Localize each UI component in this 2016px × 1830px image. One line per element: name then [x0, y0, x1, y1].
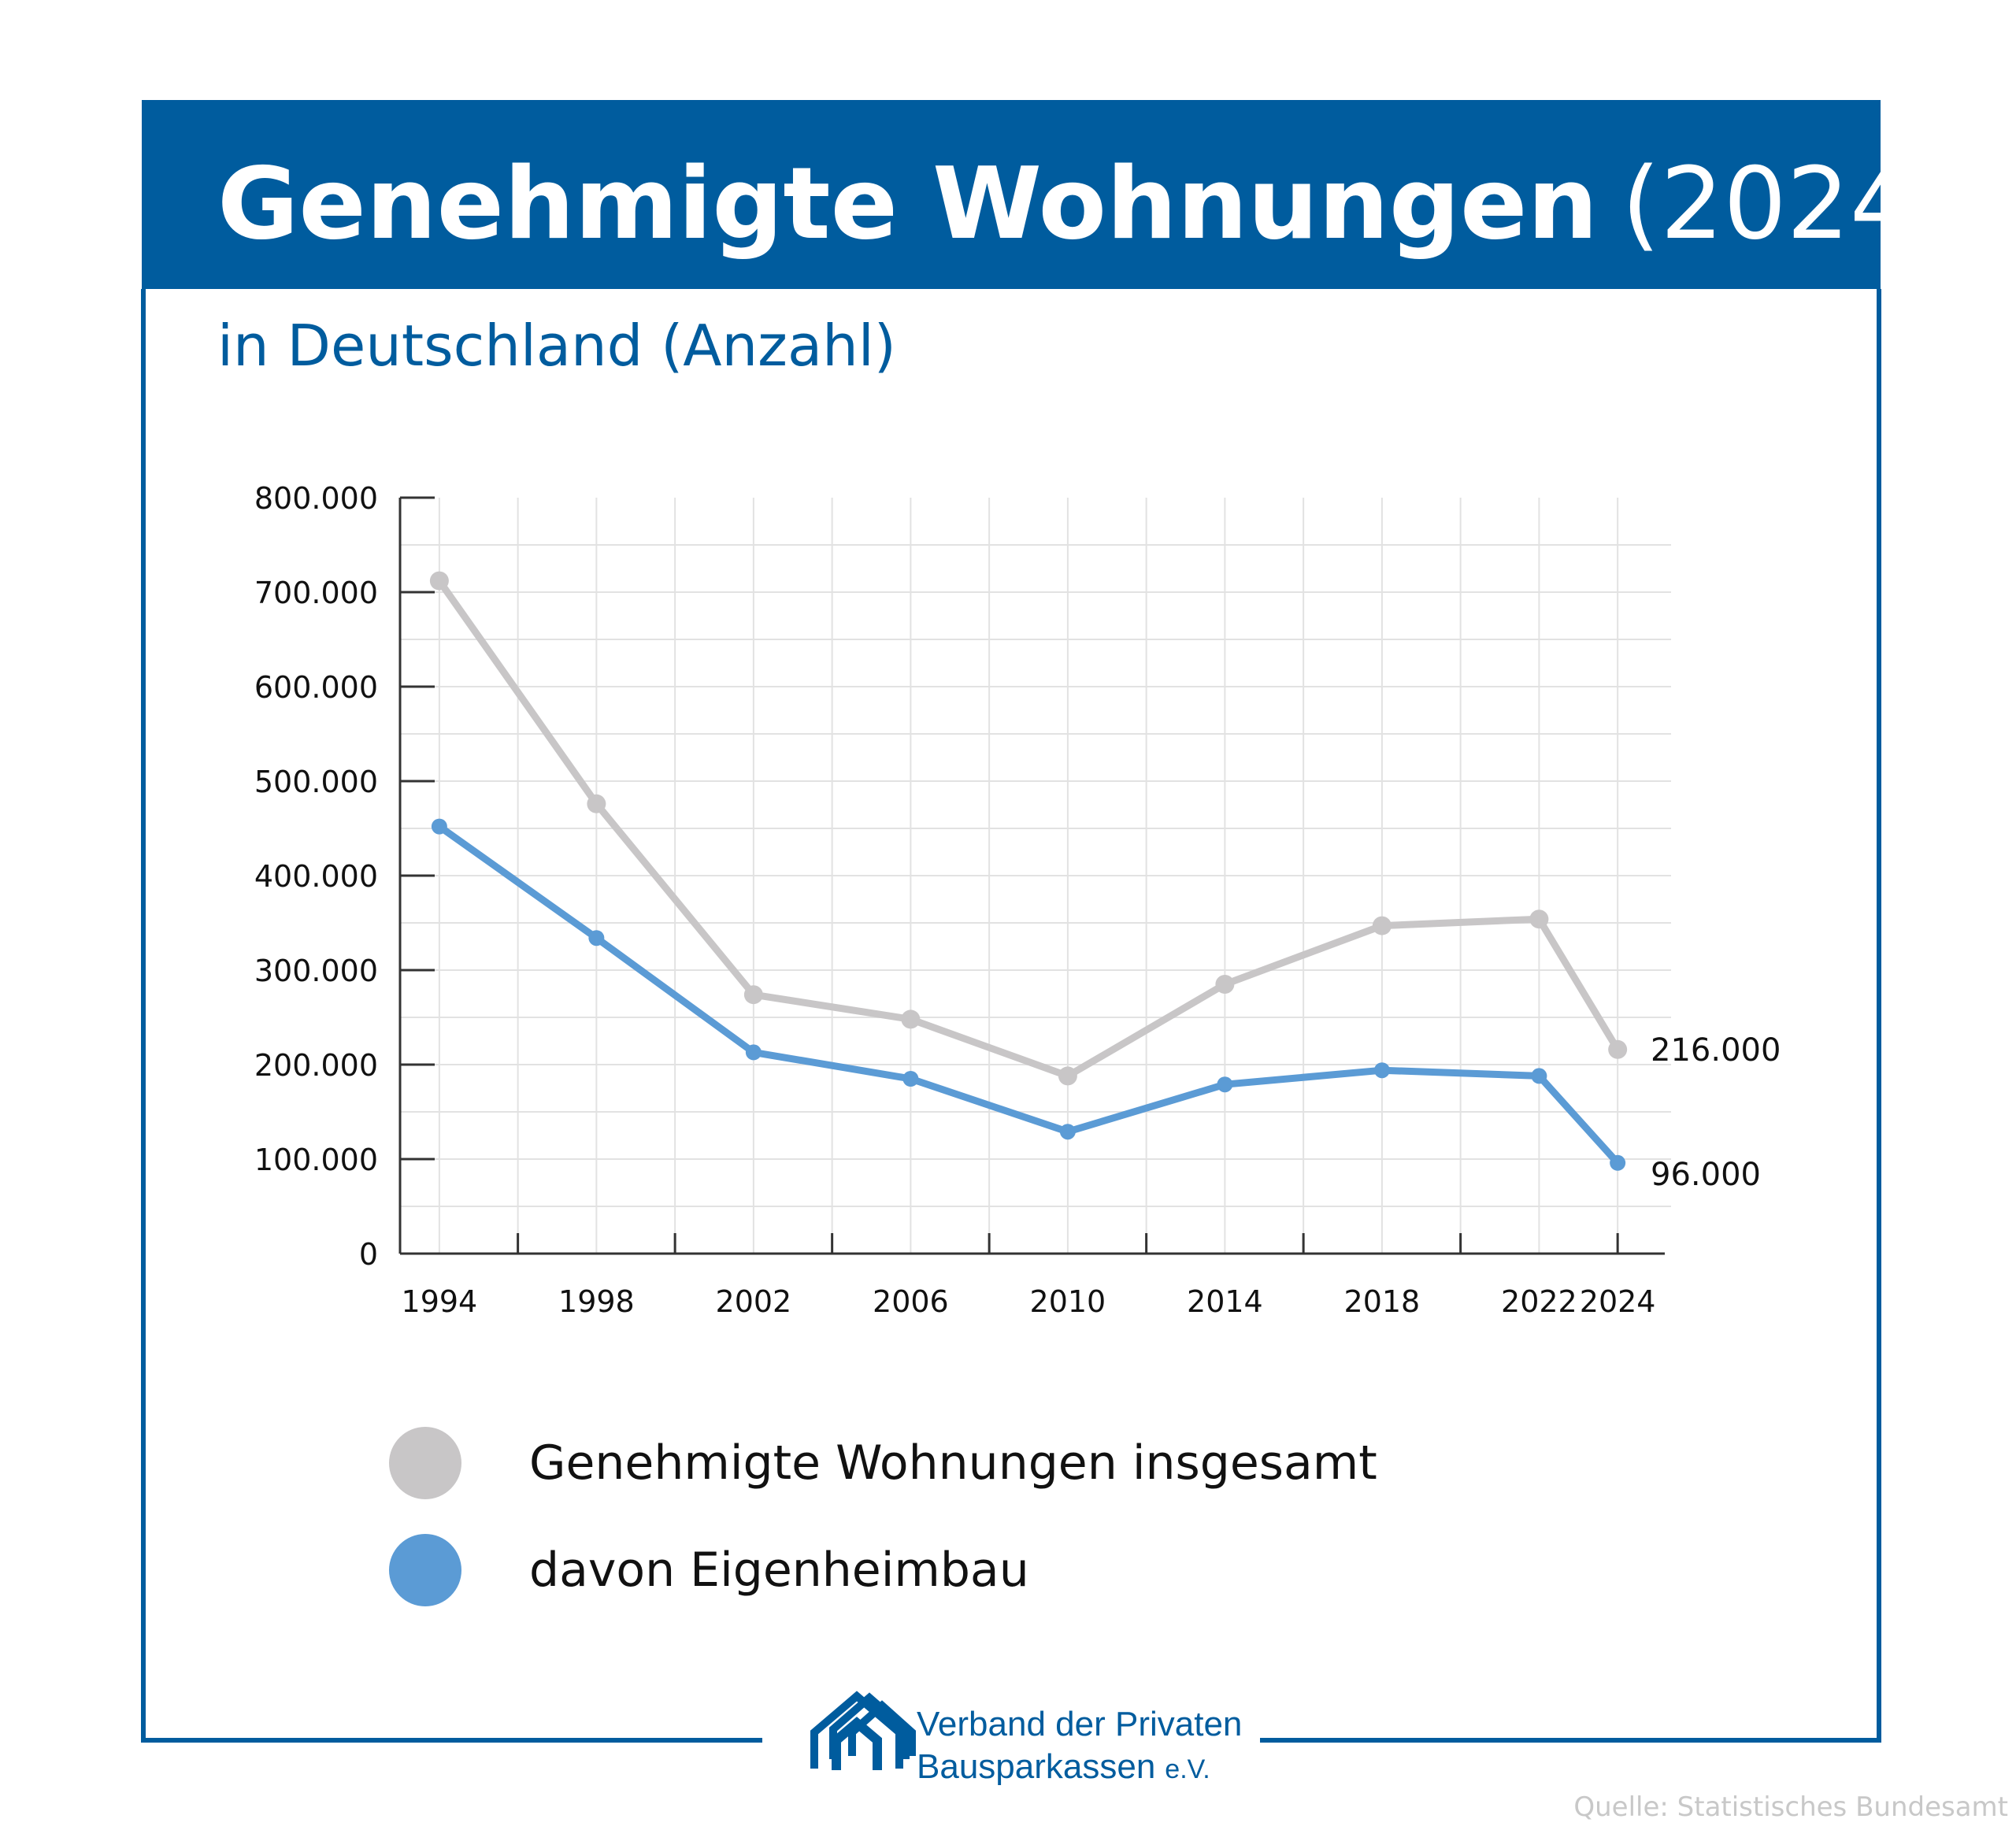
data-point-own	[588, 930, 605, 946]
legend-marker-total	[389, 1427, 461, 1499]
legend-label-total: Genehmigte Wohnungen insgesamt	[529, 1435, 1377, 1491]
legend-marker-own	[389, 1534, 461, 1606]
y-tick-label: 600.000	[254, 670, 378, 705]
x-tick-label: 2006	[873, 1284, 949, 1319]
data-point-own	[1610, 1154, 1626, 1171]
x-tick-label: 2018	[1344, 1284, 1421, 1319]
y-tick-label: 700.000	[254, 576, 378, 610]
data-point-total	[1215, 975, 1235, 994]
y-tick-label: 400.000	[254, 859, 378, 894]
houses-icon	[810, 1691, 916, 1770]
data-point-total	[1529, 909, 1549, 929]
data-point-total	[901, 1009, 921, 1029]
data-point-total	[1372, 916, 1392, 935]
plot-area: 0 100.000 200.000 300.000 400.000 500.000 600.…	[254, 481, 1781, 1319]
x-tick-label: 2022	[1501, 1284, 1577, 1319]
vdpb-logo: Verband der Privaten Bausparkassen e.V.	[810, 1691, 1242, 1786]
data-label-total: 216.000	[1651, 1032, 1781, 1069]
x-tick-label: 2024	[1580, 1284, 1656, 1319]
x-tick-label: 2014	[1187, 1284, 1263, 1319]
data-point-own	[431, 818, 447, 835]
logo-line-2-name: Bausparkassen	[917, 1747, 1155, 1786]
y-tick-label: 200.000	[254, 1048, 378, 1083]
x-tick-label: 1998	[558, 1284, 635, 1319]
logo-line-1: Verband der Privaten	[917, 1705, 1242, 1743]
legend-label-own: davon Eigenheimbau	[529, 1543, 1029, 1598]
data-point-total	[743, 985, 763, 1005]
logo-line-2: Bausparkassen e.V.	[917, 1747, 1210, 1786]
logo-line-2-suffix: e.V.	[1165, 1754, 1210, 1784]
data-point-total	[587, 794, 606, 813]
title-main: Genehmigte Wohnungen	[217, 146, 1598, 261]
data-point-own	[745, 1044, 762, 1061]
legend: Genehmigte Wohnungen insgesamt davon Eig…	[389, 1427, 1377, 1606]
data-point-own	[902, 1071, 919, 1087]
data-point-own	[1059, 1124, 1076, 1140]
y-tick-label: 300.000	[254, 954, 378, 988]
y-tick-label: 800.000	[254, 481, 378, 516]
y-tick-label: 100.000	[254, 1143, 378, 1177]
title-year: (2024)	[1621, 146, 1951, 261]
data-point-own	[1531, 1068, 1547, 1084]
x-tick-label: 2002	[716, 1284, 792, 1319]
page-subtitle: in Deutschland (Anzahl)	[217, 313, 896, 379]
frame	[141, 100, 1881, 1743]
x-tick-label: 2010	[1030, 1284, 1106, 1319]
y-tick-label: 0	[359, 1237, 378, 1272]
title-banner	[142, 100, 1881, 289]
data-point-total	[1058, 1066, 1077, 1086]
page-title: Genehmigte Wohnungen (2024)	[217, 146, 1951, 261]
data-point-total	[1608, 1039, 1628, 1059]
data-point-own	[1373, 1062, 1390, 1079]
source-note: Quelle: Statistisches Bundesamt	[1573, 1791, 2008, 1823]
y-tick-label: 500.000	[254, 765, 378, 799]
data-point-own	[1217, 1076, 1233, 1093]
x-tick-label: 1994	[402, 1284, 478, 1319]
data-label-own: 96.000	[1651, 1157, 1761, 1193]
data-point-total	[429, 571, 449, 591]
